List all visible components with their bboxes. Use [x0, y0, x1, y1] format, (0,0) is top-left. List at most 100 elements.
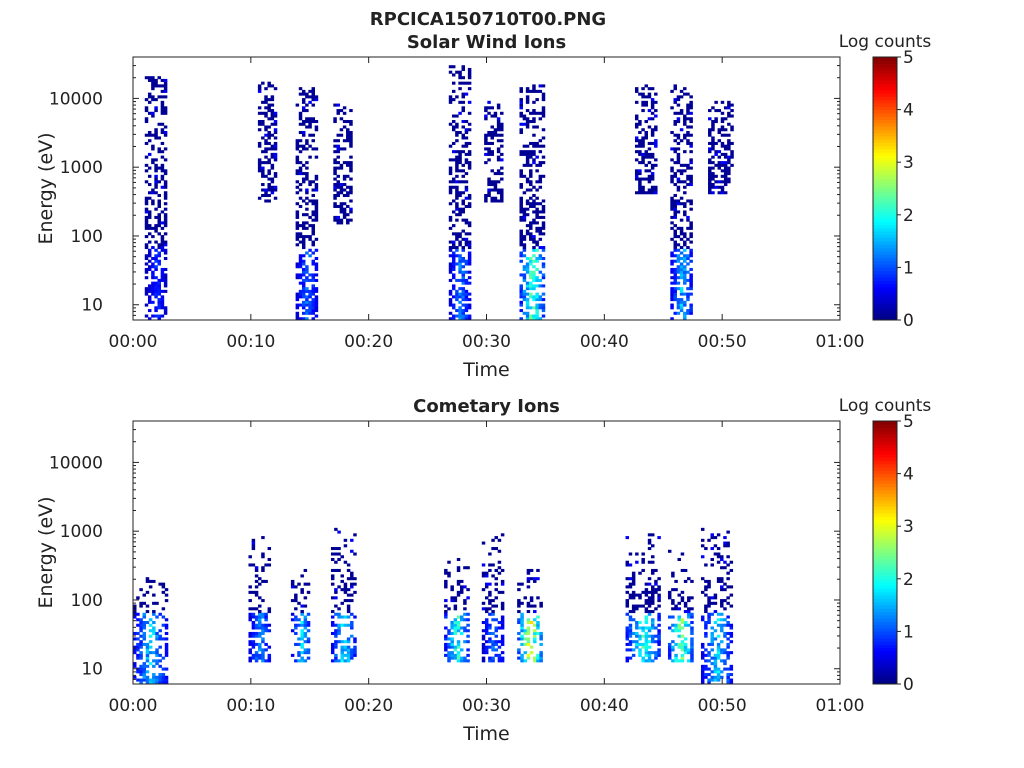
colorbar-segment — [873, 162, 897, 166]
data-cell — [541, 106, 546, 110]
data-cell — [679, 196, 684, 200]
data-cell — [311, 213, 315, 217]
data-cell — [295, 161, 300, 165]
data-cell — [625, 612, 630, 616]
data-cell — [654, 568, 658, 572]
data-cell — [458, 254, 462, 258]
data-cell — [448, 311, 453, 315]
data-cell — [314, 204, 319, 208]
data-cell — [654, 191, 658, 195]
data-cell — [710, 670, 714, 674]
data-cell — [290, 653, 295, 657]
data-cell — [339, 185, 344, 189]
data-cell — [311, 317, 315, 321]
data-cell — [683, 623, 688, 627]
data-cell — [541, 111, 546, 115]
data-cell — [448, 246, 453, 250]
data-cell — [264, 147, 268, 151]
data-cell — [677, 645, 681, 649]
data-cell — [727, 169, 731, 173]
data-cell — [650, 87, 655, 91]
data-cell — [726, 651, 730, 655]
data-cell — [484, 133, 488, 137]
data-cell — [720, 670, 724, 674]
data-cell — [164, 648, 169, 652]
data-cell — [716, 651, 721, 655]
data-cell — [458, 292, 462, 296]
data-cell — [163, 193, 168, 198]
data-cell — [133, 651, 137, 655]
data-cell — [270, 114, 275, 118]
data-cell — [163, 89, 168, 93]
data-cell — [628, 615, 633, 619]
data-cell — [522, 273, 527, 277]
data-cell — [330, 557, 335, 562]
data-cell — [251, 623, 256, 627]
data-cell — [670, 89, 674, 93]
data-cell — [519, 289, 523, 293]
data-cell — [726, 678, 730, 682]
data-cell — [461, 256, 465, 261]
data-cell — [257, 161, 262, 165]
data-cell — [651, 588, 655, 592]
data-cell — [541, 221, 546, 225]
data-cell — [519, 111, 523, 115]
data-cell — [490, 169, 494, 173]
data-cell — [461, 106, 465, 110]
colorbar-tick-label: 5 — [903, 412, 914, 432]
data-cell — [308, 180, 312, 184]
data-cell — [690, 626, 694, 630]
data-cell — [334, 568, 338, 572]
data-cell — [314, 177, 319, 181]
data-cell — [494, 640, 498, 644]
data-cell — [160, 106, 165, 110]
data-cell — [727, 106, 731, 110]
data-cell — [680, 642, 685, 646]
data-cell — [157, 193, 161, 198]
data-cell — [301, 133, 306, 137]
data-cell — [710, 563, 714, 567]
data-cell — [538, 150, 543, 154]
data-cell — [520, 642, 524, 646]
data-cell — [343, 588, 348, 592]
data-cell — [727, 147, 731, 151]
data-cell — [340, 601, 344, 605]
data-cell — [467, 202, 472, 206]
data-cell — [273, 172, 278, 176]
data-cell — [631, 653, 636, 657]
data-cell — [689, 267, 693, 271]
data-cell — [157, 232, 161, 236]
x-tick-label: 00:40 — [580, 696, 629, 716]
data-cell — [444, 615, 448, 619]
data-cell — [686, 177, 690, 181]
data-cell — [467, 221, 472, 225]
data-cell — [311, 210, 315, 214]
data-cell — [654, 125, 658, 129]
data-cell — [535, 243, 539, 247]
data-cell — [336, 144, 340, 148]
data-cell — [532, 259, 536, 263]
data-cell — [686, 262, 690, 266]
data-cell — [147, 100, 152, 104]
data-cell — [689, 144, 693, 148]
data-cell — [690, 648, 694, 652]
data-cell — [267, 547, 272, 551]
data-cell — [689, 284, 693, 288]
colorbar-segment — [873, 677, 897, 682]
data-cell — [532, 144, 536, 148]
colorbar-segment — [873, 310, 897, 314]
data-cell — [152, 626, 156, 630]
data-cell — [488, 601, 492, 605]
data-cell — [673, 147, 677, 151]
data-cell — [308, 309, 312, 313]
data-cell — [154, 259, 158, 263]
data-cell — [500, 111, 504, 115]
data-cell — [488, 640, 492, 644]
data-cell — [453, 653, 458, 657]
data-cell — [541, 276, 546, 280]
data-cell — [251, 640, 256, 644]
data-cell — [657, 593, 661, 597]
data-cell — [638, 150, 642, 154]
data-cell — [267, 177, 271, 181]
data-cell — [147, 166, 152, 170]
